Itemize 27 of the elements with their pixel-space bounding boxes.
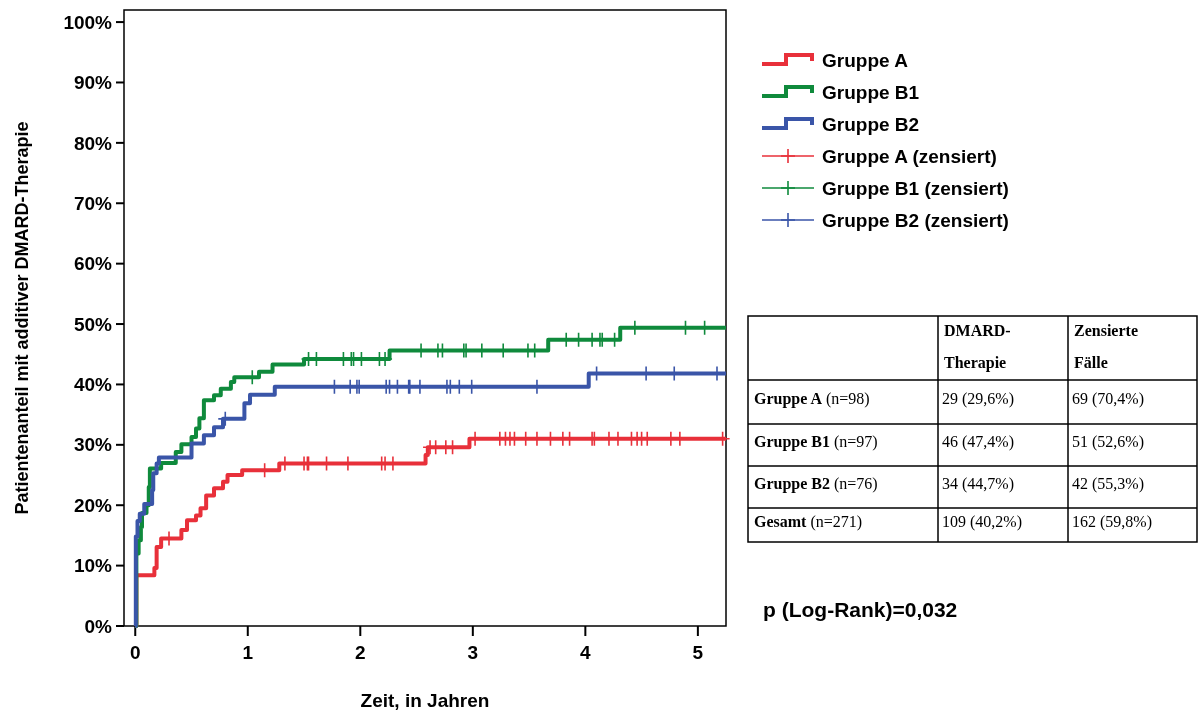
- y-tick-label: 30%: [73, 434, 113, 456]
- x-tick-label: 4: [580, 642, 592, 663]
- x-tick-label: 1: [242, 642, 254, 663]
- y-tick-label: 20%: [73, 494, 113, 516]
- x-axis-title: Zeit, in Jahren: [360, 690, 490, 711]
- y-tick-label: 10%: [73, 555, 113, 577]
- x-tick-label: 5: [692, 642, 704, 663]
- y-tick-label: 90%: [73, 72, 113, 94]
- table: DMARD-Therapie Zensierte Fälle Gruppe A (n=98) 29 (29,6%) 69 (70,4%) Gruppe B1 (n=97) 46 (47,4%) 51 (52,6%) Gruppe B2 (n=76) 34 (44,7%) 42 (55,3%) Gesamt (n=271) 109 (40,2%) 162 (59,8%): [747, 315, 1198, 543]
- y-tick-label: 50%: [73, 313, 113, 335]
- y-tick-label: 40%: [73, 374, 113, 396]
- y-tick-label: 100%: [63, 11, 113, 33]
- y-tick-label: 60%: [73, 253, 113, 275]
- x-tick-label: 2: [355, 642, 366, 663]
- legend-label: Gruppe A (zensiert): [822, 145, 997, 167]
- x-tick-label: 0: [129, 642, 141, 663]
- legend-label: Gruppe B1 (zensiert): [822, 177, 1009, 199]
- text: p (Log-Rank)=0,032: [763, 598, 958, 621]
- y-tick-label: 0%: [84, 615, 113, 637]
- legend-label: Gruppe B1: [822, 81, 920, 103]
- legend-label: Gruppe B2: [822, 113, 920, 135]
- x-tick-label: 3: [467, 642, 479, 663]
- y-tick-label: 70%: [73, 192, 113, 214]
- legend-label: Gruppe B2 (zensiert): [822, 209, 1009, 231]
- y-tick-label: 80%: [73, 132, 113, 154]
- legend-label: Gruppe A: [822, 49, 909, 71]
- y-axis-title: Patientenanteil mit additiver DMARD-Therapie: [12, 121, 32, 515]
